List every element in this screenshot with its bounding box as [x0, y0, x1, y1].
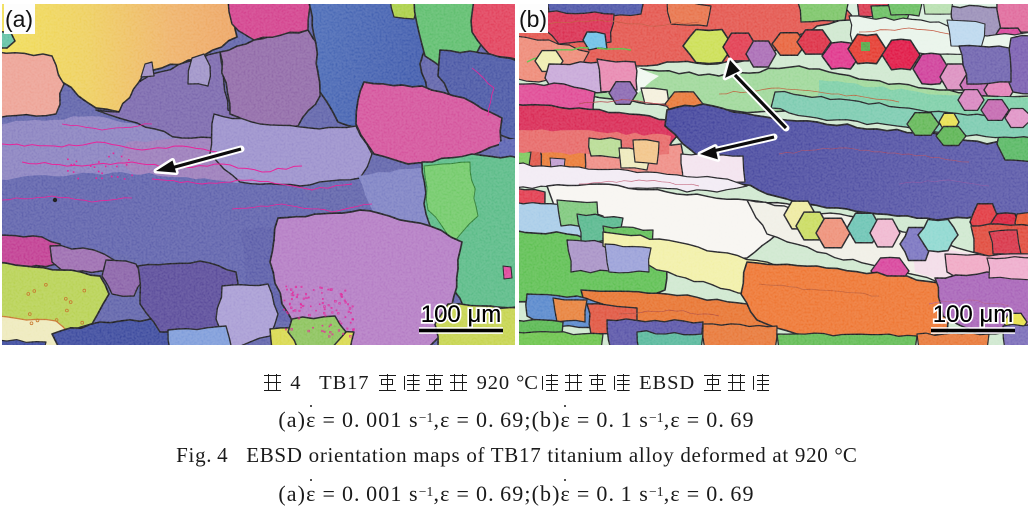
svg-text:100 μm: 100 μm [933, 301, 1014, 328]
svg-text:(b): (b) [519, 6, 547, 32]
svg-text:100 μm: 100 μm [421, 301, 502, 328]
svg-text:100 μm: 100 μm [933, 301, 1014, 328]
svg-text:100 μm: 100 μm [421, 301, 502, 328]
svg-text:(a): (a) [5, 6, 33, 32]
